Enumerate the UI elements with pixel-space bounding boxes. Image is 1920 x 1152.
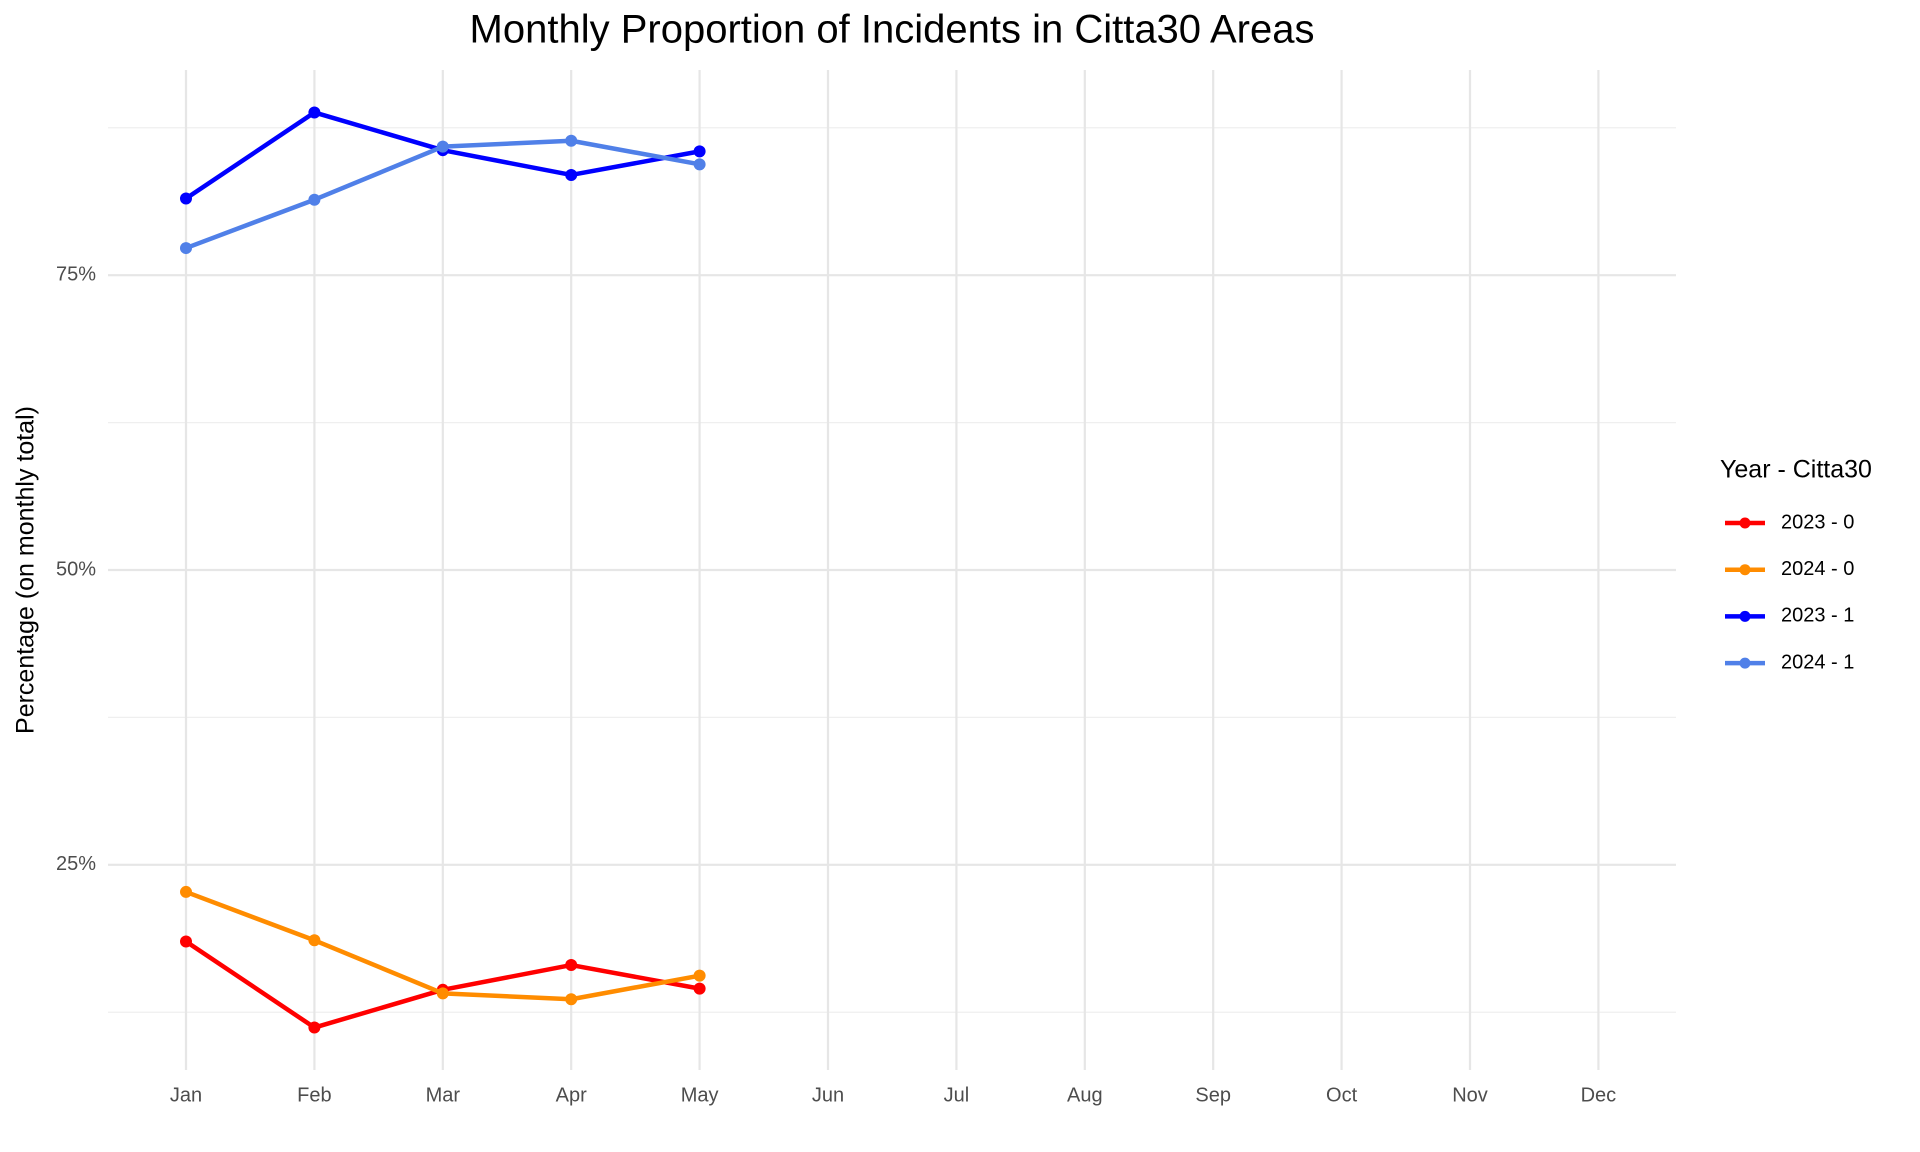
legend-dot [1739, 610, 1751, 622]
legend-title: Year - Citta30 [1720, 456, 1872, 484]
legend-dot [1739, 564, 1751, 576]
data-point [308, 934, 321, 947]
data-point [308, 106, 321, 119]
data-point [180, 885, 192, 898]
data-point [436, 987, 449, 1000]
data-point [693, 982, 706, 995]
legend-dot [1739, 517, 1751, 529]
legend-label: 2023 - 1 [1781, 605, 1854, 627]
y-axis-label: Percentage (on monthly total) [12, 406, 40, 734]
y-tick-label: 75% [56, 263, 96, 285]
chart-title: Monthly Proportion of Incidents in Citta… [470, 8, 1315, 52]
x-tick-label: Jun [812, 1084, 844, 1106]
data-point [180, 192, 192, 205]
data-point [693, 145, 706, 158]
x-tick-label: Nov [1452, 1084, 1488, 1106]
x-tick-label: Sep [1195, 1084, 1231, 1106]
data-point [180, 242, 192, 255]
data-point [693, 969, 706, 982]
y-tick-label: 50% [56, 558, 96, 580]
x-tick-label: May [681, 1084, 719, 1106]
data-point [308, 1021, 321, 1034]
x-tick-label: Aug [1067, 1084, 1103, 1106]
data-point [308, 193, 321, 206]
legend-label: 2023 - 0 [1781, 511, 1854, 533]
x-tick-label: Apr [556, 1084, 587, 1106]
data-point [180, 935, 192, 948]
data-point [565, 993, 578, 1006]
x-tick-label: Jan [170, 1084, 202, 1106]
x-tick-label: Feb [297, 1084, 331, 1106]
legend-dot [1739, 657, 1751, 669]
x-tick-label: Oct [1326, 1084, 1358, 1106]
data-point [693, 158, 706, 171]
legend-label: 2024 - 0 [1781, 558, 1854, 580]
x-tick-label: Dec [1581, 1084, 1617, 1106]
data-point [436, 140, 449, 153]
x-tick-label: Mar [426, 1084, 461, 1106]
y-tick-label: 25% [56, 853, 96, 875]
x-tick-label: Jul [944, 1084, 970, 1106]
data-point [565, 168, 578, 181]
data-point [565, 134, 578, 147]
legend-label: 2024 - 1 [1781, 651, 1854, 673]
data-point [565, 959, 578, 972]
